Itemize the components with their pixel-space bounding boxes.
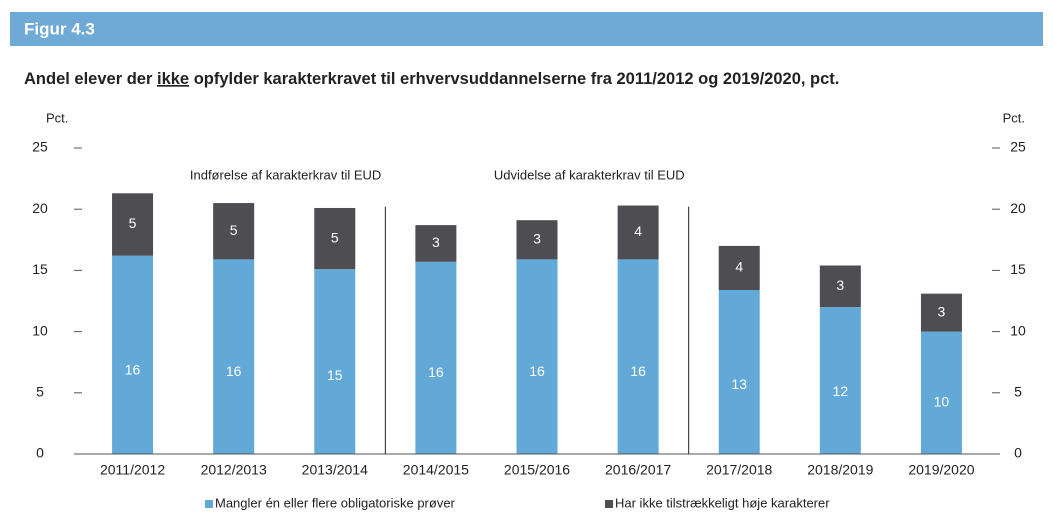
- y2-axis-label: Pct.: [1003, 110, 1025, 125]
- data-label: 16: [428, 364, 444, 380]
- title-part: ikke: [157, 70, 189, 88]
- y-axis-label: Pct.: [46, 110, 68, 125]
- y-tick-label: 5: [36, 384, 44, 400]
- y-tick-label: 25: [32, 139, 48, 155]
- y2-tick-label: 20: [1010, 200, 1026, 216]
- data-label: 12: [833, 383, 849, 399]
- x-tick-label: 2012/2013: [201, 462, 267, 478]
- bar-segment: [314, 269, 356, 454]
- bar-segment: [415, 225, 457, 262]
- x-tick-label: 2018/2019: [807, 462, 873, 478]
- data-label: 4: [634, 223, 642, 239]
- bar-segment: [617, 205, 659, 260]
- x-tick-label: 2019/2020: [908, 462, 974, 478]
- title-part: Andel elever der: [24, 70, 153, 88]
- bar-segment: [819, 265, 861, 308]
- y2-tick-label: 5: [1014, 384, 1022, 400]
- y2-tick-label: 10: [1010, 322, 1026, 338]
- title-part: opfylder karakterkravet til erhvervsudda…: [194, 70, 840, 88]
- bar-segment: [112, 193, 154, 256]
- y-tick-label: 20: [32, 200, 48, 216]
- bar-segment: [718, 289, 760, 454]
- y2-tick-label: 15: [1010, 261, 1026, 277]
- data-label: 5: [230, 222, 238, 238]
- figure-label: Figur 4.3: [24, 19, 95, 38]
- bar-segment: [415, 261, 457, 454]
- data-label: 10: [934, 393, 950, 409]
- bar-segment: [718, 245, 760, 290]
- bar-segment: [112, 255, 154, 454]
- data-label: 16: [529, 363, 545, 379]
- legend-label: Mangler én eller flere obligatoriske prø…: [215, 495, 456, 510]
- annotation: Indførelse af karakterkrav til EUD: [190, 167, 381, 182]
- bar-segment: [920, 331, 962, 454]
- data-label: 3: [836, 277, 844, 293]
- figure-header: [10, 12, 1043, 46]
- x-tick-label: 2017/2018: [706, 462, 772, 478]
- data-label: 5: [129, 215, 137, 231]
- data-label: 16: [125, 361, 141, 377]
- bar-segment: [516, 259, 558, 454]
- data-label: 3: [533, 231, 541, 247]
- x-tick-label: 2011/2012: [100, 462, 165, 478]
- x-tick-label: 2016/2017: [605, 462, 671, 478]
- data-label: 16: [226, 363, 242, 379]
- x-tick-label: 2013/2014: [302, 462, 368, 478]
- data-label: 4: [735, 259, 743, 275]
- legend-swatch: [605, 500, 613, 508]
- y-tick-label: 15: [32, 261, 48, 277]
- data-label: 3: [432, 234, 440, 250]
- legend-swatch: [205, 500, 213, 508]
- bar-segment: [516, 220, 558, 260]
- bar-segment: [213, 259, 255, 454]
- bar-segment: [213, 203, 255, 260]
- data-label: 15: [327, 367, 343, 383]
- bar-segment: [617, 259, 659, 454]
- legend-label: Har ikke tilstrækkeligt høje karakterer: [615, 495, 830, 510]
- bar-segment: [920, 293, 962, 332]
- y-tick-label: 10: [32, 322, 48, 338]
- data-label: 13: [731, 376, 747, 392]
- y2-tick-label: 25: [1010, 139, 1026, 155]
- data-label: 5: [331, 229, 339, 245]
- bar-segment: [819, 307, 861, 454]
- data-label: 16: [630, 363, 646, 379]
- y-tick-label: 0: [36, 445, 44, 461]
- chart-title: Andel elever der ikke opfylder karakterk…: [24, 70, 839, 88]
- x-tick-label: 2015/2016: [504, 462, 570, 478]
- bar-segment: [314, 207, 356, 270]
- x-tick-label: 2014/2015: [403, 462, 469, 478]
- annotation: Udvidelse af karakterkrav til EUD: [494, 167, 685, 182]
- y2-tick-label: 0: [1014, 445, 1022, 461]
- data-label: 3: [938, 303, 946, 319]
